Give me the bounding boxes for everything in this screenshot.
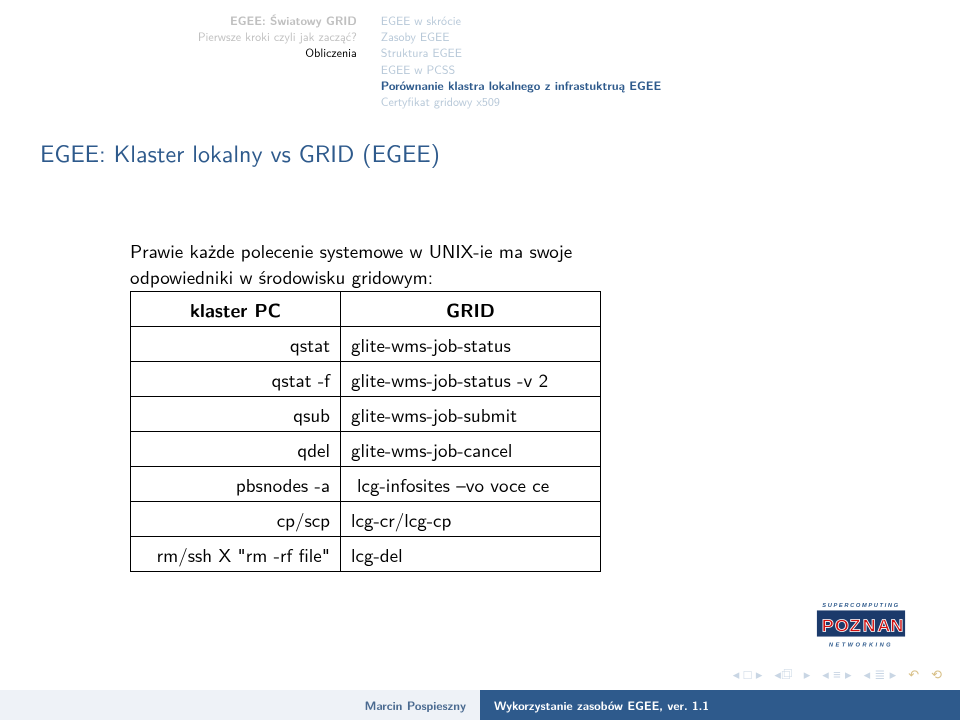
svg-text:Z: Z — [850, 616, 861, 636]
subsection-link[interactable]: EGEE w PCSS — [381, 61, 920, 77]
section-link[interactable]: Pierwsze kroki czyli jak zacząć? — [40, 28, 357, 44]
logo-bottom-text: NETWORKING — [829, 642, 893, 648]
table-row: qstat glite-wms-job-status — [131, 327, 601, 362]
svg-text:N: N — [863, 616, 876, 636]
subsection-link[interactable]: Certyfikat gridowy x509 — [381, 93, 920, 109]
slide-content: Prawie każde polecenie systemowe w UNIX-… — [0, 178, 960, 572]
nav-back-subsection-icon[interactable]: ◂ ≣ ▸ — [864, 665, 897, 684]
section-link-active[interactable]: Obliczenia — [40, 44, 357, 60]
table-cell: glite-wms-job-status -v 2 — [341, 362, 601, 397]
command-table: klaster PC GRID qstat glite-wms-job-stat… — [130, 291, 601, 572]
logo-top-text: SUPERCOMPUTING — [822, 603, 899, 609]
table-row: cp/scp lcg-cr/lcg-cp — [131, 502, 601, 537]
footer-title: Wykorzystanie zasobów EGEE, ver. 1.1 — [480, 690, 960, 720]
slide-title: EGEE: Klaster lokalny vs GRID (EGEE) — [0, 113, 960, 178]
table-cell: qsub — [131, 397, 341, 432]
svg-text:P: P — [822, 616, 834, 636]
nav-back-slide-icon[interactable]: ◂ □ ▸ — [733, 665, 763, 684]
table-row: rm/ssh X "rm -rf file" lcg-del — [131, 537, 601, 572]
table-cell: qstat — [131, 327, 341, 362]
table-cell: cp/scp — [131, 502, 341, 537]
footer-author: Marcin Pospieszny — [0, 690, 480, 720]
table-header-row: klaster PC GRID — [131, 292, 601, 327]
table-cell: qdel — [131, 432, 341, 467]
table-row: qsub glite-wms-job-submit — [131, 397, 601, 432]
header-left-nav: EGEE: Światowy GRID Pierwsze kroki czyli… — [40, 12, 357, 61]
nav-search-icon[interactable]: ⟲ — [931, 665, 942, 684]
table-cell: rm/ssh X "rm -rf file" — [131, 537, 341, 572]
table-cell: lcg-del — [341, 537, 601, 572]
nav-back-frame-icon[interactable]: ◂ □□ ▸ — [774, 665, 810, 684]
table-header-cell: GRID — [341, 292, 601, 327]
nav-goto-icon[interactable]: ↶ — [908, 665, 919, 684]
header-right-nav: EGEE w skrócie Zasoby EGEE Struktura EGE… — [381, 12, 920, 109]
section-link[interactable]: EGEE: Światowy GRID — [40, 12, 357, 28]
table-cell: lcg-cr/lcg-cp — [341, 502, 601, 537]
subsection-link[interactable]: EGEE w skrócie — [381, 12, 920, 28]
table-cell: glite-wms-job-cancel — [341, 432, 601, 467]
slide-footer: Marcin Pospieszny Wykorzystanie zasobów … — [0, 690, 960, 720]
table-cell: pbsnodes -a — [131, 467, 341, 502]
svg-text:O: O — [835, 616, 849, 636]
intro-line: odpowiedniki w środowisku gridowym: — [130, 264, 880, 290]
table-cell: glite-wms-job-status — [341, 327, 601, 362]
intro-line: Prawie każde polecenie systemowe w UNIX-… — [130, 238, 880, 264]
table-header-cell: klaster PC — [131, 292, 341, 327]
subsection-link[interactable]: Struktura EGEE — [381, 44, 920, 60]
slide-header: EGEE: Światowy GRID Pierwsze kroki czyli… — [0, 0, 960, 113]
table-row: pbsnodes -a lcg-infosites –vo voce ce — [131, 467, 601, 502]
subsection-link-active[interactable]: Porównanie klastra lokalnego z infrastuk… — [381, 77, 920, 93]
poznan-logo: SUPERCOMPUTING P O Z N A N NETWORKING — [812, 599, 910, 658]
subsection-link[interactable]: Zasoby EGEE — [381, 28, 920, 44]
table-cell: lcg-infosites –vo voce ce — [341, 467, 601, 502]
beamer-nav-symbols[interactable]: ◂ □ ▸ ◂ □□ ▸ ◂ ≡ ▸ ◂ ≣ ▸ ↶ ⟲ — [733, 665, 942, 684]
table-cell: glite-wms-job-submit — [341, 397, 601, 432]
intro-text: Prawie każde polecenie systemowe w UNIX-… — [130, 238, 880, 289]
svg-text:N: N — [890, 616, 903, 636]
table-row: qdel glite-wms-job-cancel — [131, 432, 601, 467]
nav-back-section-icon[interactable]: ◂ ≡ ▸ — [822, 665, 851, 684]
svg-text:A: A — [877, 616, 890, 636]
table-row: qstat -f glite-wms-job-status -v 2 — [131, 362, 601, 397]
table-cell: qstat -f — [131, 362, 341, 397]
